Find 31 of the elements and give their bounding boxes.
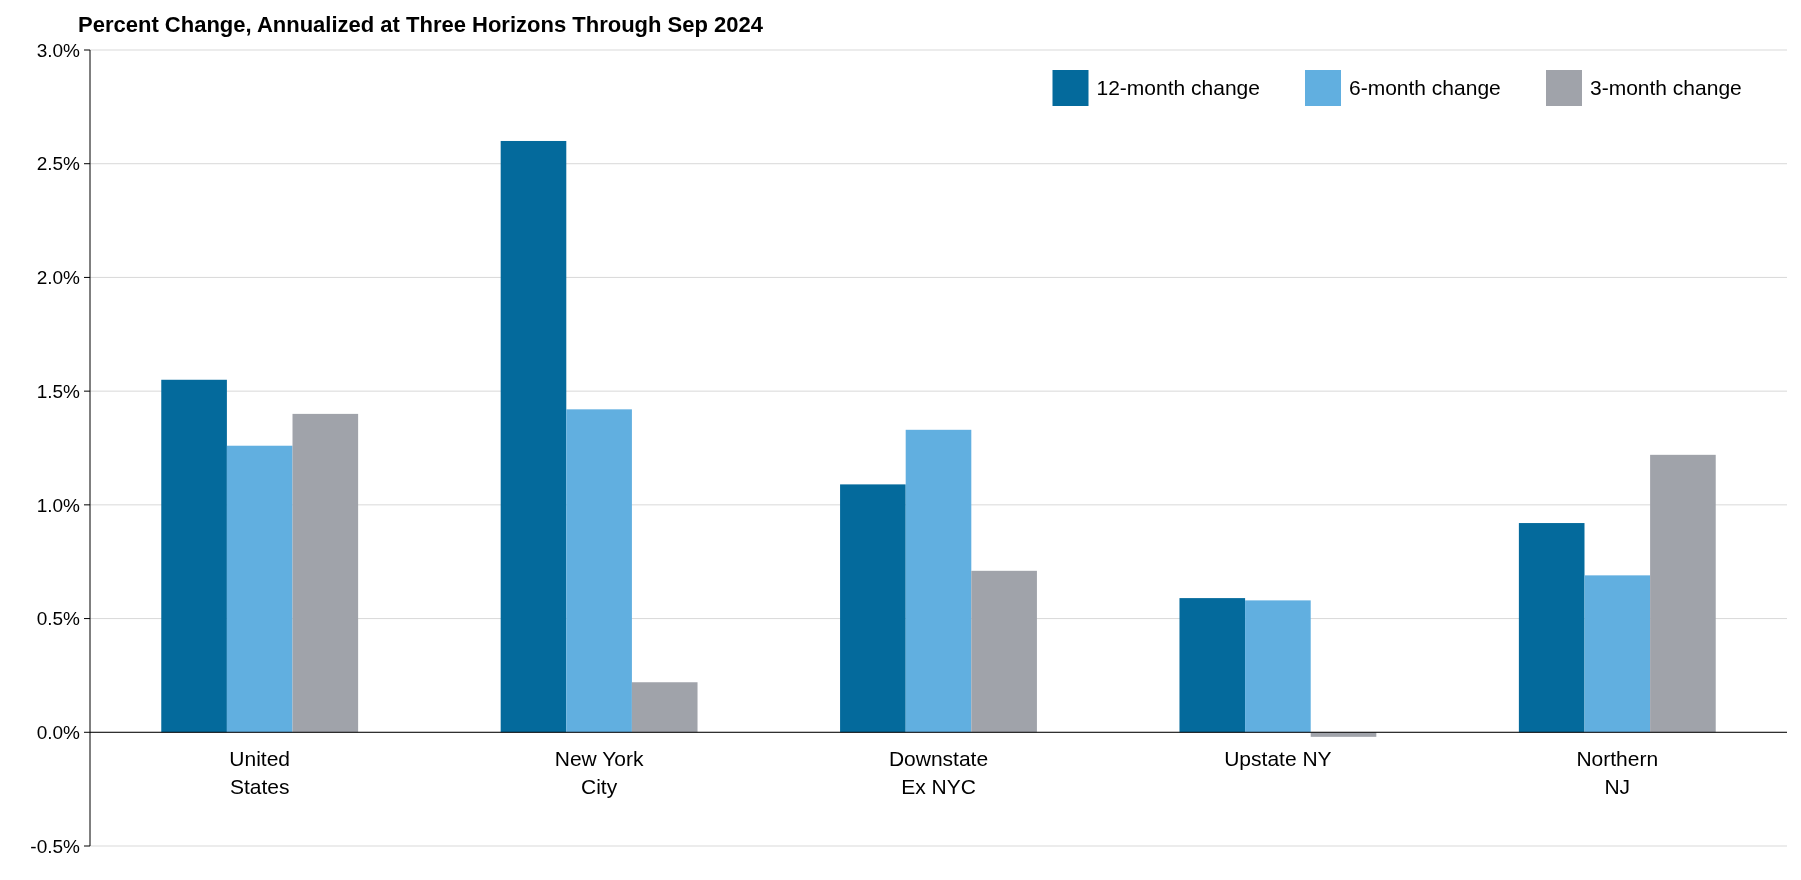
y-tick-label: 0.5% <box>36 608 81 630</box>
bar <box>971 570 1037 733</box>
y-tick-label: 1.0% <box>36 494 81 516</box>
bar <box>1245 600 1311 733</box>
bar <box>631 682 698 733</box>
y-tick-label: 0.0% <box>36 721 81 743</box>
legend-label: 6-month change <box>1349 76 1501 100</box>
bar <box>1179 598 1246 733</box>
bar <box>1518 523 1585 733</box>
legend-label: 12-month change <box>1096 76 1260 100</box>
bar <box>840 484 906 733</box>
y-tick-label: 2.5% <box>36 153 81 175</box>
bar <box>1650 454 1716 733</box>
legend-label: 3-month change <box>1590 76 1742 100</box>
bar <box>500 140 567 733</box>
bar <box>161 379 227 733</box>
y-tick-label: 3.0% <box>36 39 81 61</box>
chart-title: Percent Change, Annualized at Three Horizons Through Sep 2024 <box>78 12 764 37</box>
x-tick-label: Upstate NY <box>1224 747 1332 771</box>
bar <box>1584 575 1651 733</box>
bar <box>226 445 293 733</box>
bar <box>905 429 972 733</box>
y-tick-label: 1.5% <box>36 380 81 402</box>
x-tick-label: Northern NJ <box>1576 747 1659 799</box>
bar <box>292 413 359 733</box>
y-tick-label: -0.5% <box>30 835 81 857</box>
y-tick-label: 2.0% <box>36 267 81 289</box>
x-tick-label: United States <box>229 747 291 799</box>
bar <box>566 409 632 733</box>
x-tick-label: Downstate Ex NYC <box>888 747 989 799</box>
x-tick-label: New York City <box>554 747 644 799</box>
